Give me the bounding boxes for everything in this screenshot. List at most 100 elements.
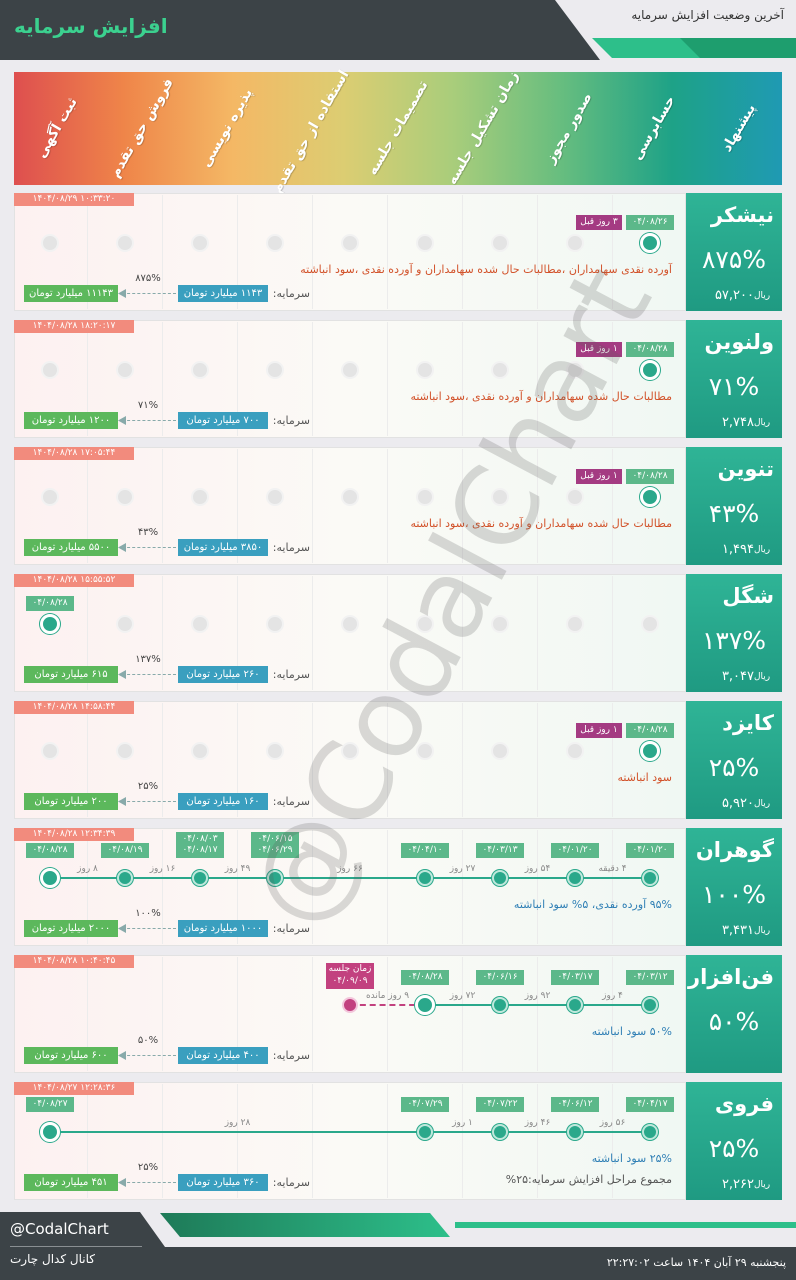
row-panel (14, 193, 686, 311)
currency: ریال (754, 545, 771, 555)
company-name: فروی (714, 1092, 774, 1116)
footer-divider (10, 1246, 142, 1247)
gap-label: ۴۶ روز (524, 1118, 551, 1128)
capital-new: ۵۵۰۰ میلیارد تومان (24, 539, 118, 556)
column-divider (312, 830, 313, 944)
stage-dot (116, 615, 134, 633)
timestamp-tag: ۱۴۰۴/۰۸/۲۷ ۱۲:۲۸:۳۶ (14, 1082, 134, 1095)
column-divider (537, 322, 538, 436)
column-divider (162, 1084, 163, 1198)
capital-label: سرمایه: (272, 795, 310, 808)
capital-current: ۳۸۵۰ میلیارد تومان (178, 539, 268, 556)
date-tag (251, 832, 299, 858)
share-price: ۵,۹۲۰ (721, 796, 754, 811)
column-divider (387, 322, 388, 436)
capital-arrow (122, 928, 176, 929)
column-divider (162, 703, 163, 817)
timestamp-tag: ۱۴۰۴/۰۸/۲۸ ۱۷:۰۵:۴۴ (14, 447, 134, 460)
funding-source: ۵۰% سود انباشته (591, 1025, 672, 1038)
row-panel (14, 701, 686, 819)
capital-arrow (122, 1182, 176, 1183)
date-tag (551, 970, 599, 985)
pending-line (350, 1004, 425, 1006)
column-divider (162, 195, 163, 309)
capital-label: سرمایه: (272, 1176, 310, 1189)
funding-note: مجموع مراحل افزایش سرمایه:۲۵% (505, 1173, 672, 1186)
stage-dot (191, 742, 209, 760)
gap-label: ۸ روز (77, 864, 98, 874)
info-panel (686, 955, 782, 1073)
date-tag (551, 843, 599, 858)
stage-dot (566, 361, 584, 379)
capital-arrow (122, 801, 176, 802)
info-panel (686, 320, 782, 438)
timestamp-tag: ۱۴۰۴/۰۸/۲۸ ۱۵:۵۵:۵۲ (14, 574, 134, 587)
column-divider (537, 195, 538, 309)
column-divider (537, 703, 538, 817)
info-panel (686, 193, 782, 311)
capital-arrow (122, 674, 176, 675)
column-divider (537, 830, 538, 944)
stage-dot (116, 742, 134, 760)
gap-label: ۵۴ روز (524, 864, 551, 874)
share-price: ۱,۴۹۴ (721, 542, 754, 557)
capital-arrowhead (118, 289, 126, 298)
date-tag-text: ۰۴/۰۶/۱۵ (257, 834, 293, 844)
date-tag-text: ۰۴/۰۸/۲۶ (632, 217, 668, 227)
stage-dot (341, 234, 359, 252)
date-tag-text: ۰۴/۰۸/۲۷ (32, 1099, 68, 1109)
header-stripe-dark (680, 38, 796, 58)
date-tag (26, 596, 74, 611)
stage-node (642, 1124, 658, 1140)
date-tag (476, 843, 524, 858)
stage-dot (416, 488, 434, 506)
column-divider (612, 576, 613, 690)
column-divider (237, 703, 238, 817)
column-divider (312, 195, 313, 309)
share-price: ۲,۷۴۸ (721, 415, 754, 430)
date-tag-text: ۰۴/۰۳/۱۲ (632, 972, 668, 982)
days-ago-badge: ۱ روز قبل (576, 469, 622, 484)
company-name: گوهران (695, 838, 774, 862)
stage-node (567, 1124, 583, 1140)
column-divider (387, 957, 388, 1071)
company-percent: ۷۱% (708, 372, 760, 401)
gap-label: ۱۶ روز (149, 864, 176, 874)
date-tag-text: ۰۴/۰۷/۲۹ (407, 1099, 443, 1109)
column-divider (537, 576, 538, 690)
date-tag (626, 843, 674, 858)
footer-stripe (160, 1213, 450, 1237)
column-divider (312, 957, 313, 1071)
stage-dot (41, 488, 59, 506)
stage-dot (491, 488, 509, 506)
capital-arrow (122, 420, 176, 421)
footer-date: پنجشنبه ۲۹ آبان ۱۴۰۴ ساعت ۲۲:۲۷:۰۲ (606, 1256, 786, 1269)
stage-dot (341, 615, 359, 633)
date-tag-text: ۰۴/۰۷/۲۲ (482, 1099, 518, 1109)
capital-arrowhead (118, 543, 126, 552)
capital-label: سرمایه: (272, 922, 310, 935)
column-divider (87, 830, 88, 944)
column-divider (237, 830, 238, 944)
timestamp-tag: ۱۴۰۴/۰۸/۲۹ ۱۰:۳۳:۲۰ (14, 193, 134, 206)
date-tag-text: ۰۴/۰۸/۲۸ (32, 598, 68, 608)
stage-dot (41, 361, 59, 379)
header-dark-shape (0, 0, 600, 60)
capital-increase-percent: ۸۷۵% (135, 273, 161, 284)
stage-node (567, 997, 583, 1013)
stage-dot (566, 488, 584, 506)
capital-label: سرمایه: (272, 287, 310, 300)
capital-increase-percent: ۱۳۷% (135, 654, 161, 665)
stage-dot (191, 234, 209, 252)
stage-node (417, 870, 433, 886)
stage-dot (491, 361, 509, 379)
column-divider (87, 322, 88, 436)
date-tag (476, 1097, 524, 1112)
stage-dot (266, 742, 284, 760)
capital-label: سرمایه: (272, 668, 310, 681)
timestamp-tag: ۱۴۰۴/۰۸/۲۸ ۱۰:۴۰:۴۵ (14, 955, 134, 968)
stage-dot (641, 615, 659, 633)
capital-arrow (122, 1055, 176, 1056)
current-stage-dot (640, 741, 660, 761)
gap-label: ۱ روز (452, 1118, 473, 1128)
